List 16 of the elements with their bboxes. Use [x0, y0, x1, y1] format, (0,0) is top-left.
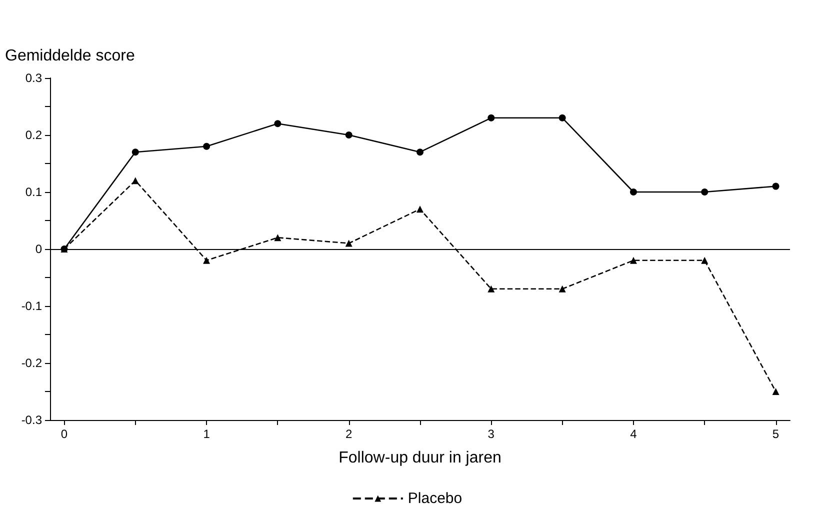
- y-tick-label: 0.2: [25, 128, 42, 142]
- x-tick-label: 2: [346, 427, 352, 441]
- legend-label: Placebo: [408, 490, 462, 507]
- x-tick-label: 4: [630, 427, 638, 441]
- x-tick-label: 0: [60, 427, 68, 441]
- y-tick-label: 0.1: [25, 185, 42, 199]
- y-tick-label: 0: [35, 242, 42, 256]
- y-tick-label: 0.3: [25, 71, 42, 85]
- y-axis-title: Gemiddelde score: [5, 48, 135, 64]
- y-tick-label: -0.3: [21, 413, 42, 427]
- x-tick-label: 1: [203, 427, 210, 441]
- x-axis-title: Follow-up duur in jaren: [338, 450, 502, 466]
- y-tick-label: -0.2: [21, 356, 42, 370]
- x-tick-label: 3: [488, 427, 495, 441]
- y-tick-label: -0.1: [21, 299, 42, 313]
- x-tick-label: 5: [772, 427, 780, 441]
